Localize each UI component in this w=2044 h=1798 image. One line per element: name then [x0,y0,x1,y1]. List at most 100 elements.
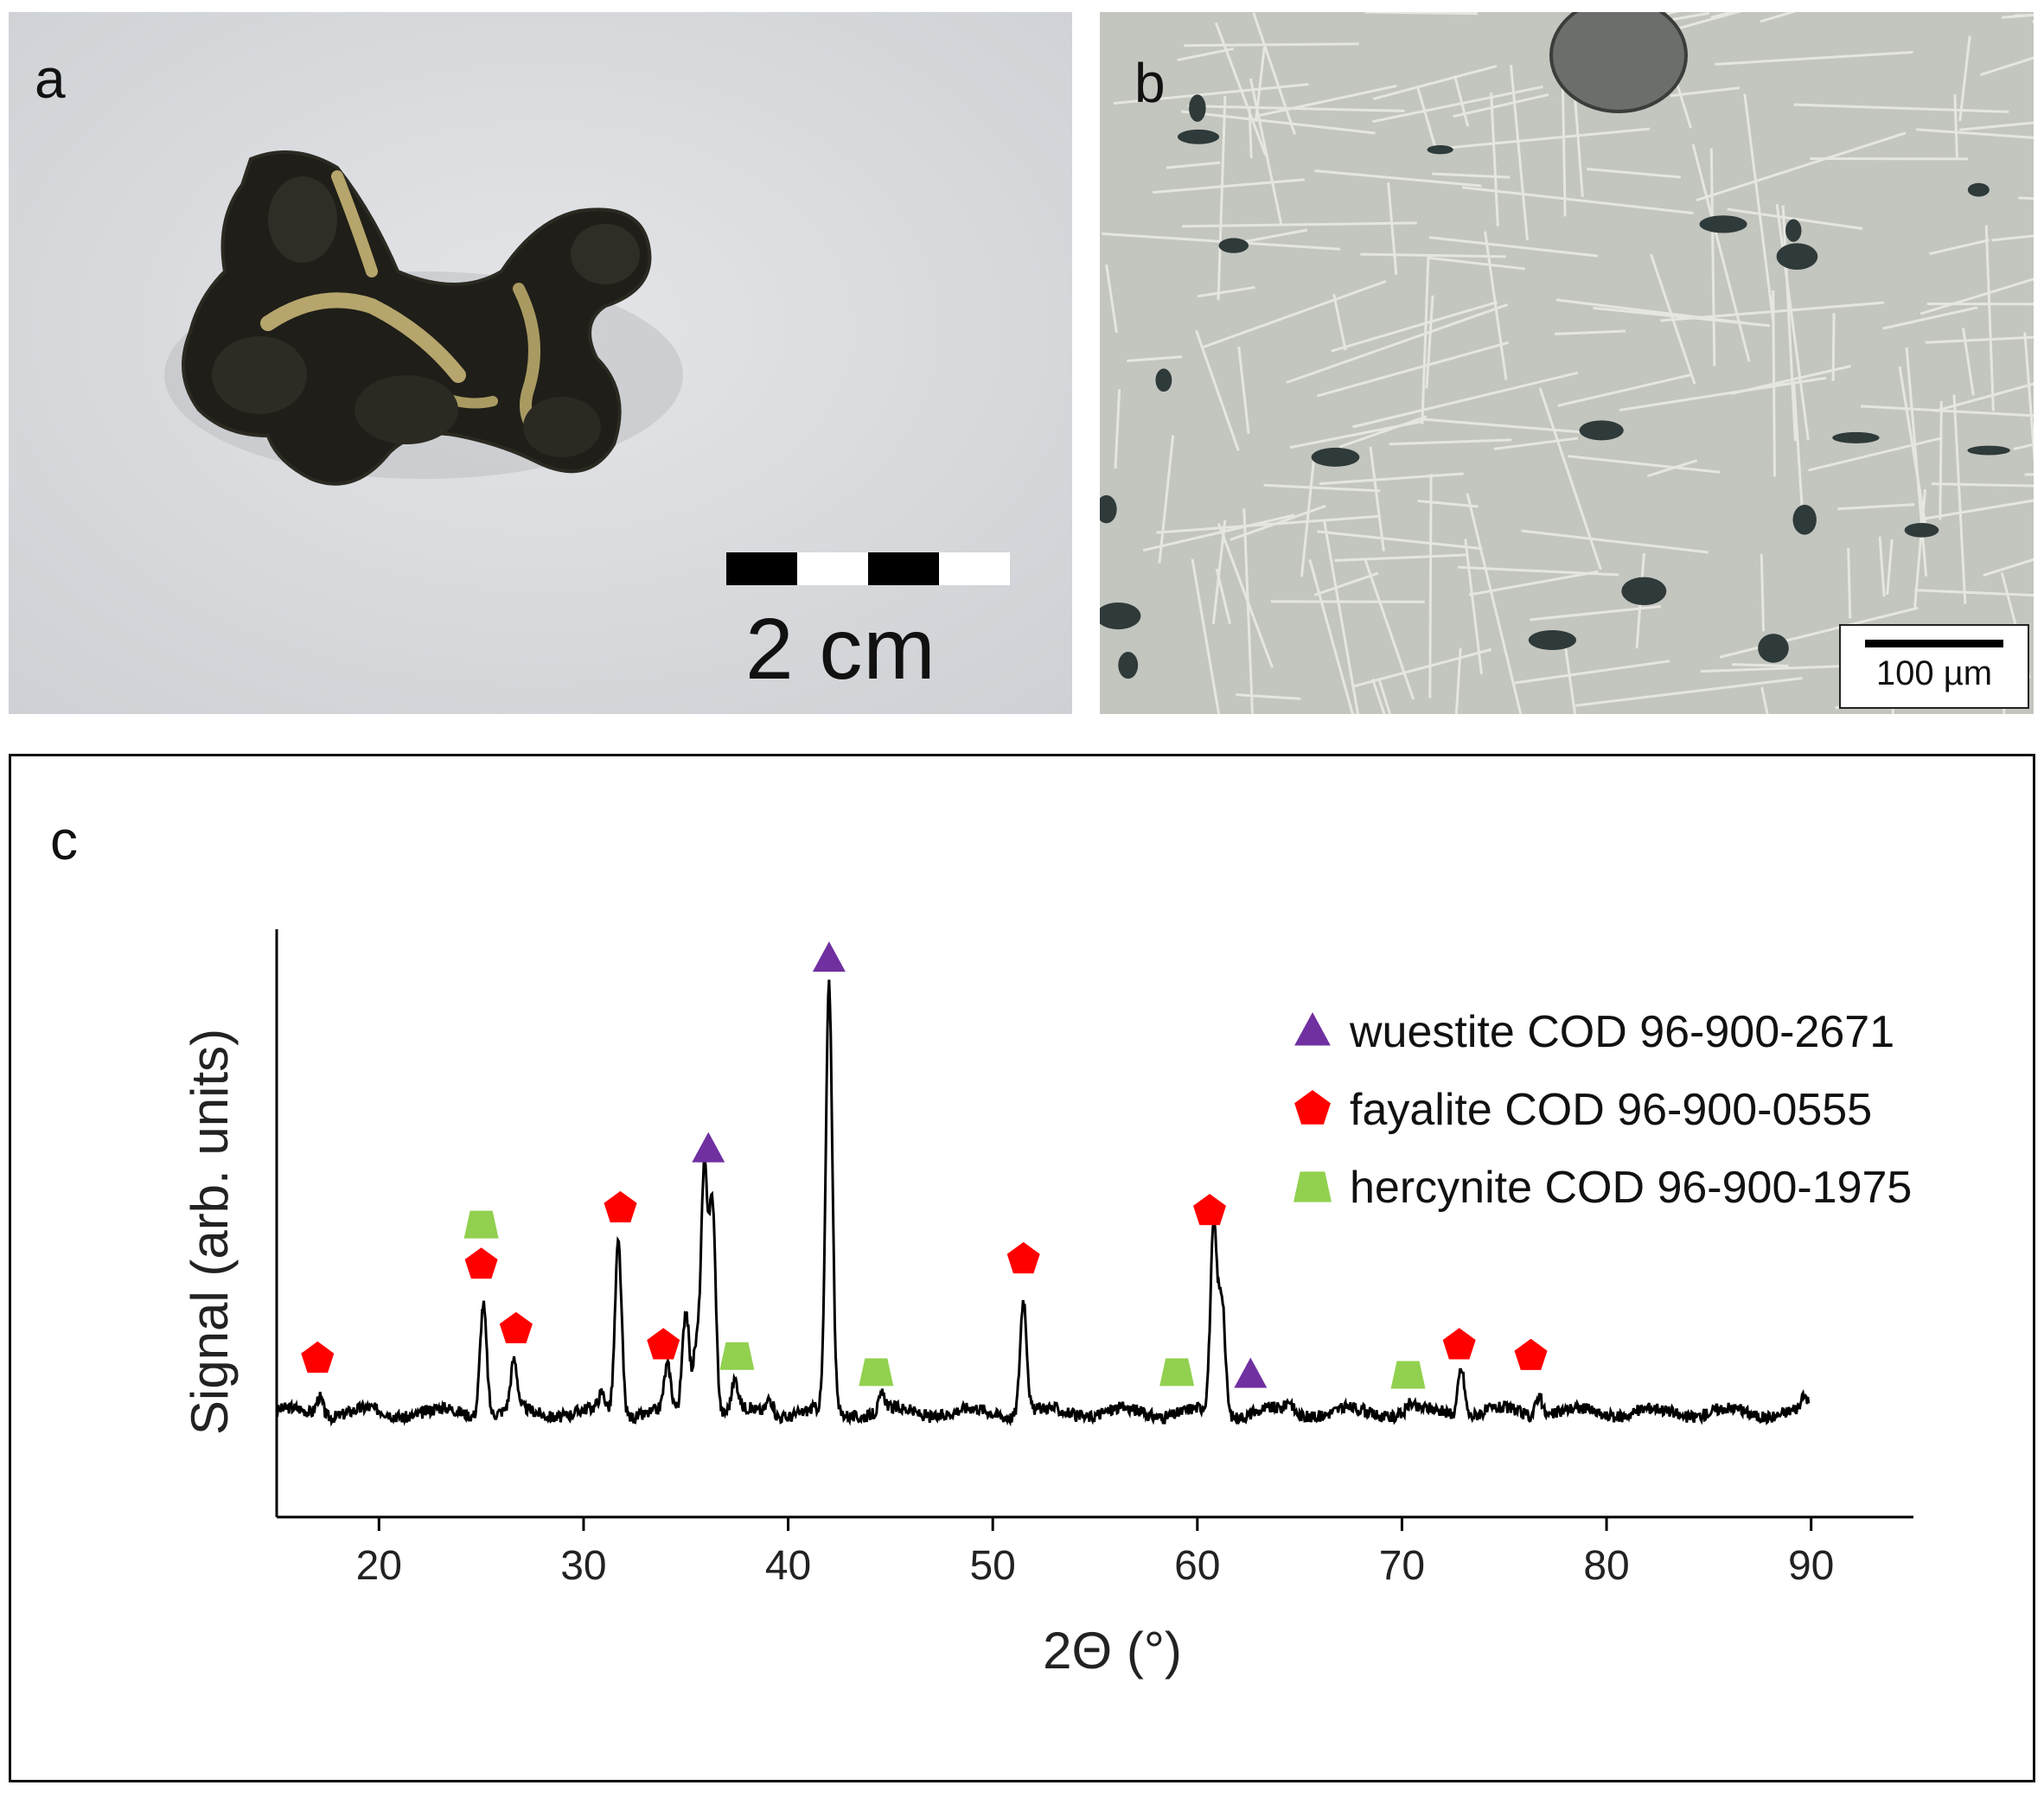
dark-inclusion [1785,219,1802,242]
x-axis-label: 2Θ (°) [1043,1622,1182,1680]
dendrite-arm [1952,394,1967,604]
x-tick-label: 80 [1583,1543,1629,1589]
dendrite-arm [1353,647,1492,688]
dendrite-arm [1453,75,1470,127]
dendrite-arm [1214,22,1268,156]
dark-inclusion [1100,494,1117,524]
dendrite-arm [1230,504,1326,541]
dendrite-arm [1808,437,1943,472]
micrograph-image [1100,12,2034,714]
x-tick-label: 20 [356,1543,402,1589]
dendrite-arm [1369,446,1385,552]
dendrite-arm [1201,280,1387,349]
dendrite-arm [1775,203,1810,441]
dendrite-arm [1587,167,1681,179]
phase-marker-pentagon [647,1328,680,1360]
pore [1549,12,1688,113]
dendrite-arm [1236,228,1308,245]
dark-inclusion [1579,420,1624,441]
phase-marker-trapezoid [1390,1361,1426,1389]
dendrite-arm [1931,482,2034,488]
slag-specimen-image [9,12,1072,714]
phase-marker-pentagon [604,1190,637,1223]
dendrite-arm [1191,558,1221,714]
dendrite-arm [1184,42,1359,48]
phase-marker-pentagon [1193,1194,1226,1226]
dendrite-arm [1198,285,1255,298]
dendrite-arm [1731,365,1852,395]
dendrite-arm [1105,264,1118,334]
legend-symbol-triangle [1294,1012,1331,1046]
dendrite-arm [1509,65,1529,241]
panel-a-photo: a 2 cm [9,12,1072,714]
dendrite-arm [1458,565,1619,577]
dendrite-arm [1958,35,1971,121]
dendrite-arm [1983,558,2034,577]
dendrite-arm [1417,499,1479,508]
dendrite-arm [1555,329,1626,335]
dark-inclusion [1699,215,1747,233]
dendrite-arm [1180,110,1376,135]
dendrite-arm [1760,686,1769,714]
x-tick-label: 70 [1379,1543,1425,1589]
phase-marker-trapezoid [463,1210,499,1239]
dendrite-arm [2001,13,2034,19]
dark-inclusion [1177,129,1220,144]
dark-inclusion [1189,94,1206,122]
dark-inclusion [1967,182,1990,197]
dendrite-arm [1959,121,2034,131]
dendrite-arm [1217,523,1274,668]
dendrite-arm [1334,553,1469,562]
dendrite-arm [1568,455,1721,474]
dendrite-arm [1453,93,1549,118]
dendrite-arm [1980,56,2034,76]
dendrite-arm [1953,94,1958,158]
dendrite-arm [1314,169,1482,188]
dendrite-arm [1389,438,1512,446]
dendrite-arm [1760,553,1766,632]
dendrite-arm [1710,12,1737,19]
dendrite-arm [1371,85,1543,124]
xrd-trace [275,979,1811,1427]
panel-c-xrd-chart: c 20 30 40 50 60 70 80 90 wuestite COD 96-900-2… [9,754,2035,1782]
dendrite-arm [1650,253,1696,385]
dendrite-arm [1166,161,1221,169]
x-tick-label: 40 [765,1543,811,1589]
dendrite-arm [1929,239,1990,256]
dendrite-arm [1715,50,1913,66]
dendrite-arm [1919,277,2034,316]
dendrite-arm [1177,47,1234,61]
dendrite-arm [1991,234,2034,242]
dendrite-arm [1360,252,1506,258]
dendrite-arm [1861,405,2034,418]
dendrite-arm [1493,437,1579,450]
scale-bar-a [726,552,1010,585]
dendrite-arm [1127,355,1182,363]
dark-inclusion [1776,243,1818,271]
legend-label: fayalite COD 96-900-0555 [1350,1085,1872,1135]
slag-specimen [182,150,652,486]
phase-marker-trapezoid [1159,1358,1195,1387]
phase-marker-pentagon [301,1341,335,1373]
dark-inclusion [1311,447,1360,467]
dendrite-arm [1538,387,1602,571]
dendrite-arm [1421,255,1430,424]
dendrite-arm [1462,186,1694,215]
dendrite-arm [1743,93,1775,326]
dark-inclusion [1792,504,1817,535]
dendrite-arm [1962,328,1975,396]
dark-inclusion [1832,431,1880,443]
dendrite-arm [1691,143,1751,362]
dendrite-arm [1760,12,1797,23]
dark-inclusion [1758,634,1789,663]
phase-marker-triangle [812,941,846,972]
dendrite-arm [1415,85,1437,150]
dendrite-arm [1371,679,1386,714]
dark-inclusion [1528,630,1577,650]
dendrite-arm [1286,303,1509,384]
dendrite-arm [1242,508,1254,714]
dendrite-arm [1317,530,1483,551]
dendrite-arm [1332,294,1347,351]
dendrite-arm [1308,559,1354,714]
dendrite-arm [1249,78,1283,225]
